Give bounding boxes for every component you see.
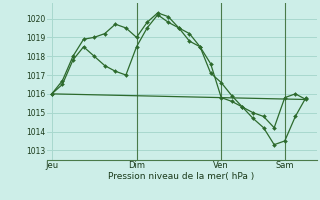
X-axis label: Pression niveau de la mer( hPa ): Pression niveau de la mer( hPa ) [108,172,255,181]
